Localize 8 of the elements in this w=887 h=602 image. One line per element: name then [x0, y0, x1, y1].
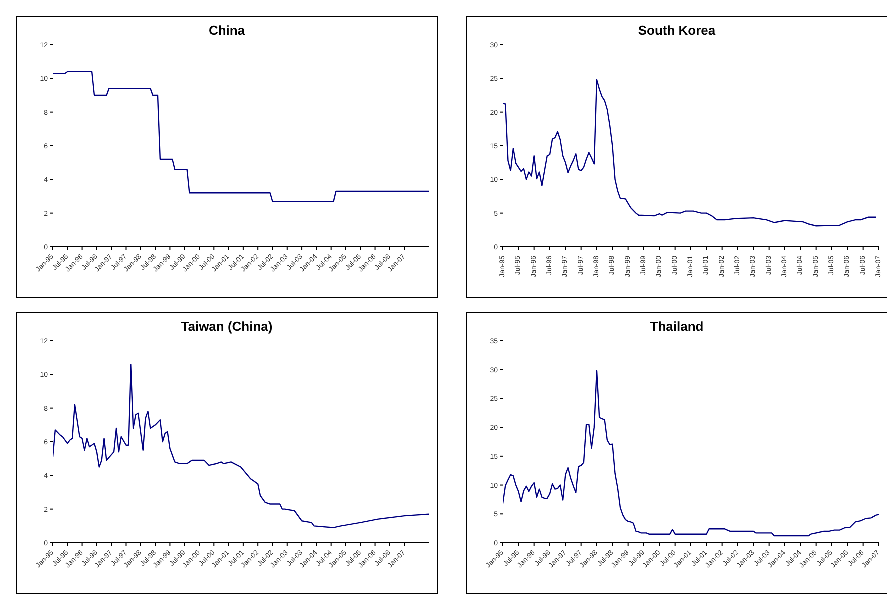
- chart-title: China: [208, 23, 246, 38]
- line-series: [503, 370, 879, 537]
- chart-title: Thailand: [649, 319, 705, 334]
- chart-title: Taiwan (China): [180, 319, 274, 334]
- line-series: [53, 364, 429, 528]
- line-series: [53, 71, 429, 202]
- chart-title: South Korea: [637, 23, 717, 38]
- line-series: [503, 79, 877, 227]
